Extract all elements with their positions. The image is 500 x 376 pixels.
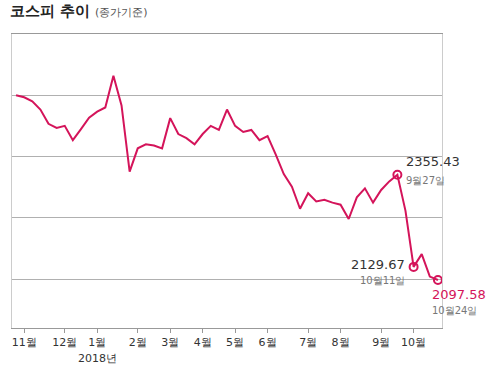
svg-text:9월: 9월 — [372, 336, 390, 349]
svg-text:코스피 추이 (종가기준): 코스피 추이 (종가기준) — [10, 2, 148, 20]
svg-text:6월: 6월 — [259, 336, 277, 349]
svg-text:2097.58: 2097.58 — [432, 287, 486, 302]
svg-text:12월: 12월 — [52, 336, 77, 349]
svg-text:10월: 10월 — [401, 336, 426, 349]
svg-text:10월11일: 10월11일 — [360, 275, 405, 286]
svg-text:3월: 3월 — [161, 336, 179, 349]
svg-text:1월: 1월 — [88, 336, 106, 349]
svg-text:5월: 5월 — [226, 336, 244, 349]
svg-text:4월: 4월 — [194, 336, 212, 349]
svg-text:10월24일: 10월24일 — [432, 305, 477, 316]
svg-text:7월: 7월 — [299, 336, 317, 349]
svg-text:2355.43: 2355.43 — [406, 154, 460, 169]
svg-text:2월: 2월 — [129, 336, 147, 349]
svg-text:2129.67: 2129.67 — [351, 257, 405, 272]
svg-text:11월: 11월 — [12, 336, 37, 349]
svg-text:2018년: 2018년 — [78, 352, 117, 365]
svg-text:9월27일: 9월27일 — [406, 175, 445, 186]
svg-text:8월: 8월 — [332, 336, 350, 349]
